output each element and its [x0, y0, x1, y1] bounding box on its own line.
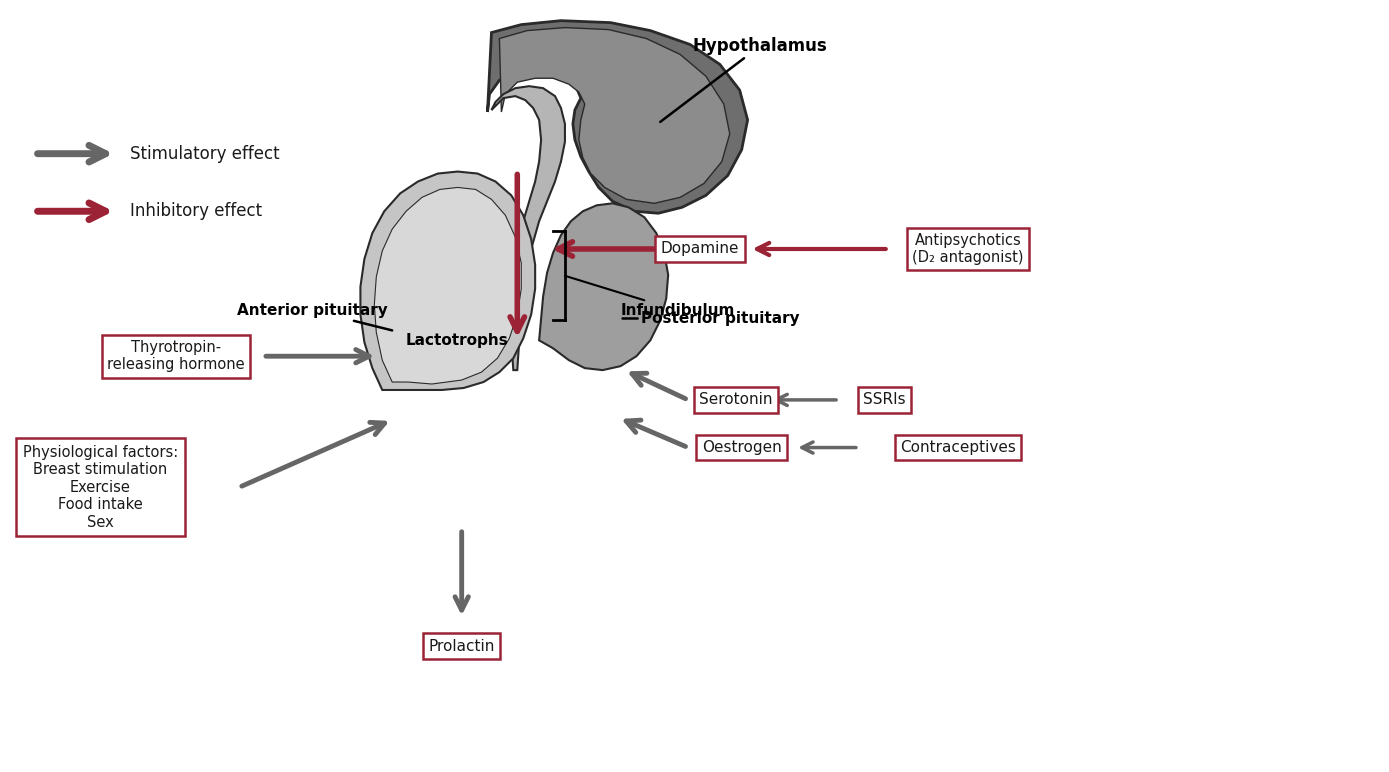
- Polygon shape: [374, 188, 521, 384]
- Polygon shape: [500, 28, 729, 203]
- Text: Lactotrophs: Lactotrophs: [406, 333, 508, 348]
- Text: SSRIs: SSRIs: [864, 392, 906, 408]
- Text: Dopamine: Dopamine: [661, 242, 739, 256]
- Text: Antipsychotics
(D₂ antagonist): Antipsychotics (D₂ antagonist): [913, 233, 1024, 266]
- Text: Stimulatory effect: Stimulatory effect: [131, 144, 279, 163]
- Polygon shape: [360, 171, 535, 390]
- Text: Prolactin: Prolactin: [428, 638, 494, 654]
- Text: Physiological factors:
Breast stimulation
Exercise
Food intake
Sex: Physiological factors: Breast stimulatio…: [22, 445, 178, 530]
- Text: Oestrogen: Oestrogen: [701, 440, 782, 455]
- Text: Infundibulum: Infundibulum: [565, 276, 735, 318]
- Text: Posterior pituitary: Posterior pituitary: [622, 311, 799, 326]
- Text: Hypothalamus: Hypothalamus: [660, 38, 826, 122]
- Text: Anterior pituitary: Anterior pituitary: [238, 303, 392, 330]
- Text: Thyrotropin-
releasing hormone: Thyrotropin- releasing hormone: [107, 340, 244, 372]
- Polygon shape: [488, 21, 747, 213]
- Text: Inhibitory effect: Inhibitory effect: [131, 202, 263, 220]
- Text: Contraceptives: Contraceptives: [900, 440, 1015, 455]
- Polygon shape: [492, 86, 565, 370]
- Text: Serotonin: Serotonin: [699, 392, 772, 408]
- Polygon shape: [539, 203, 668, 370]
